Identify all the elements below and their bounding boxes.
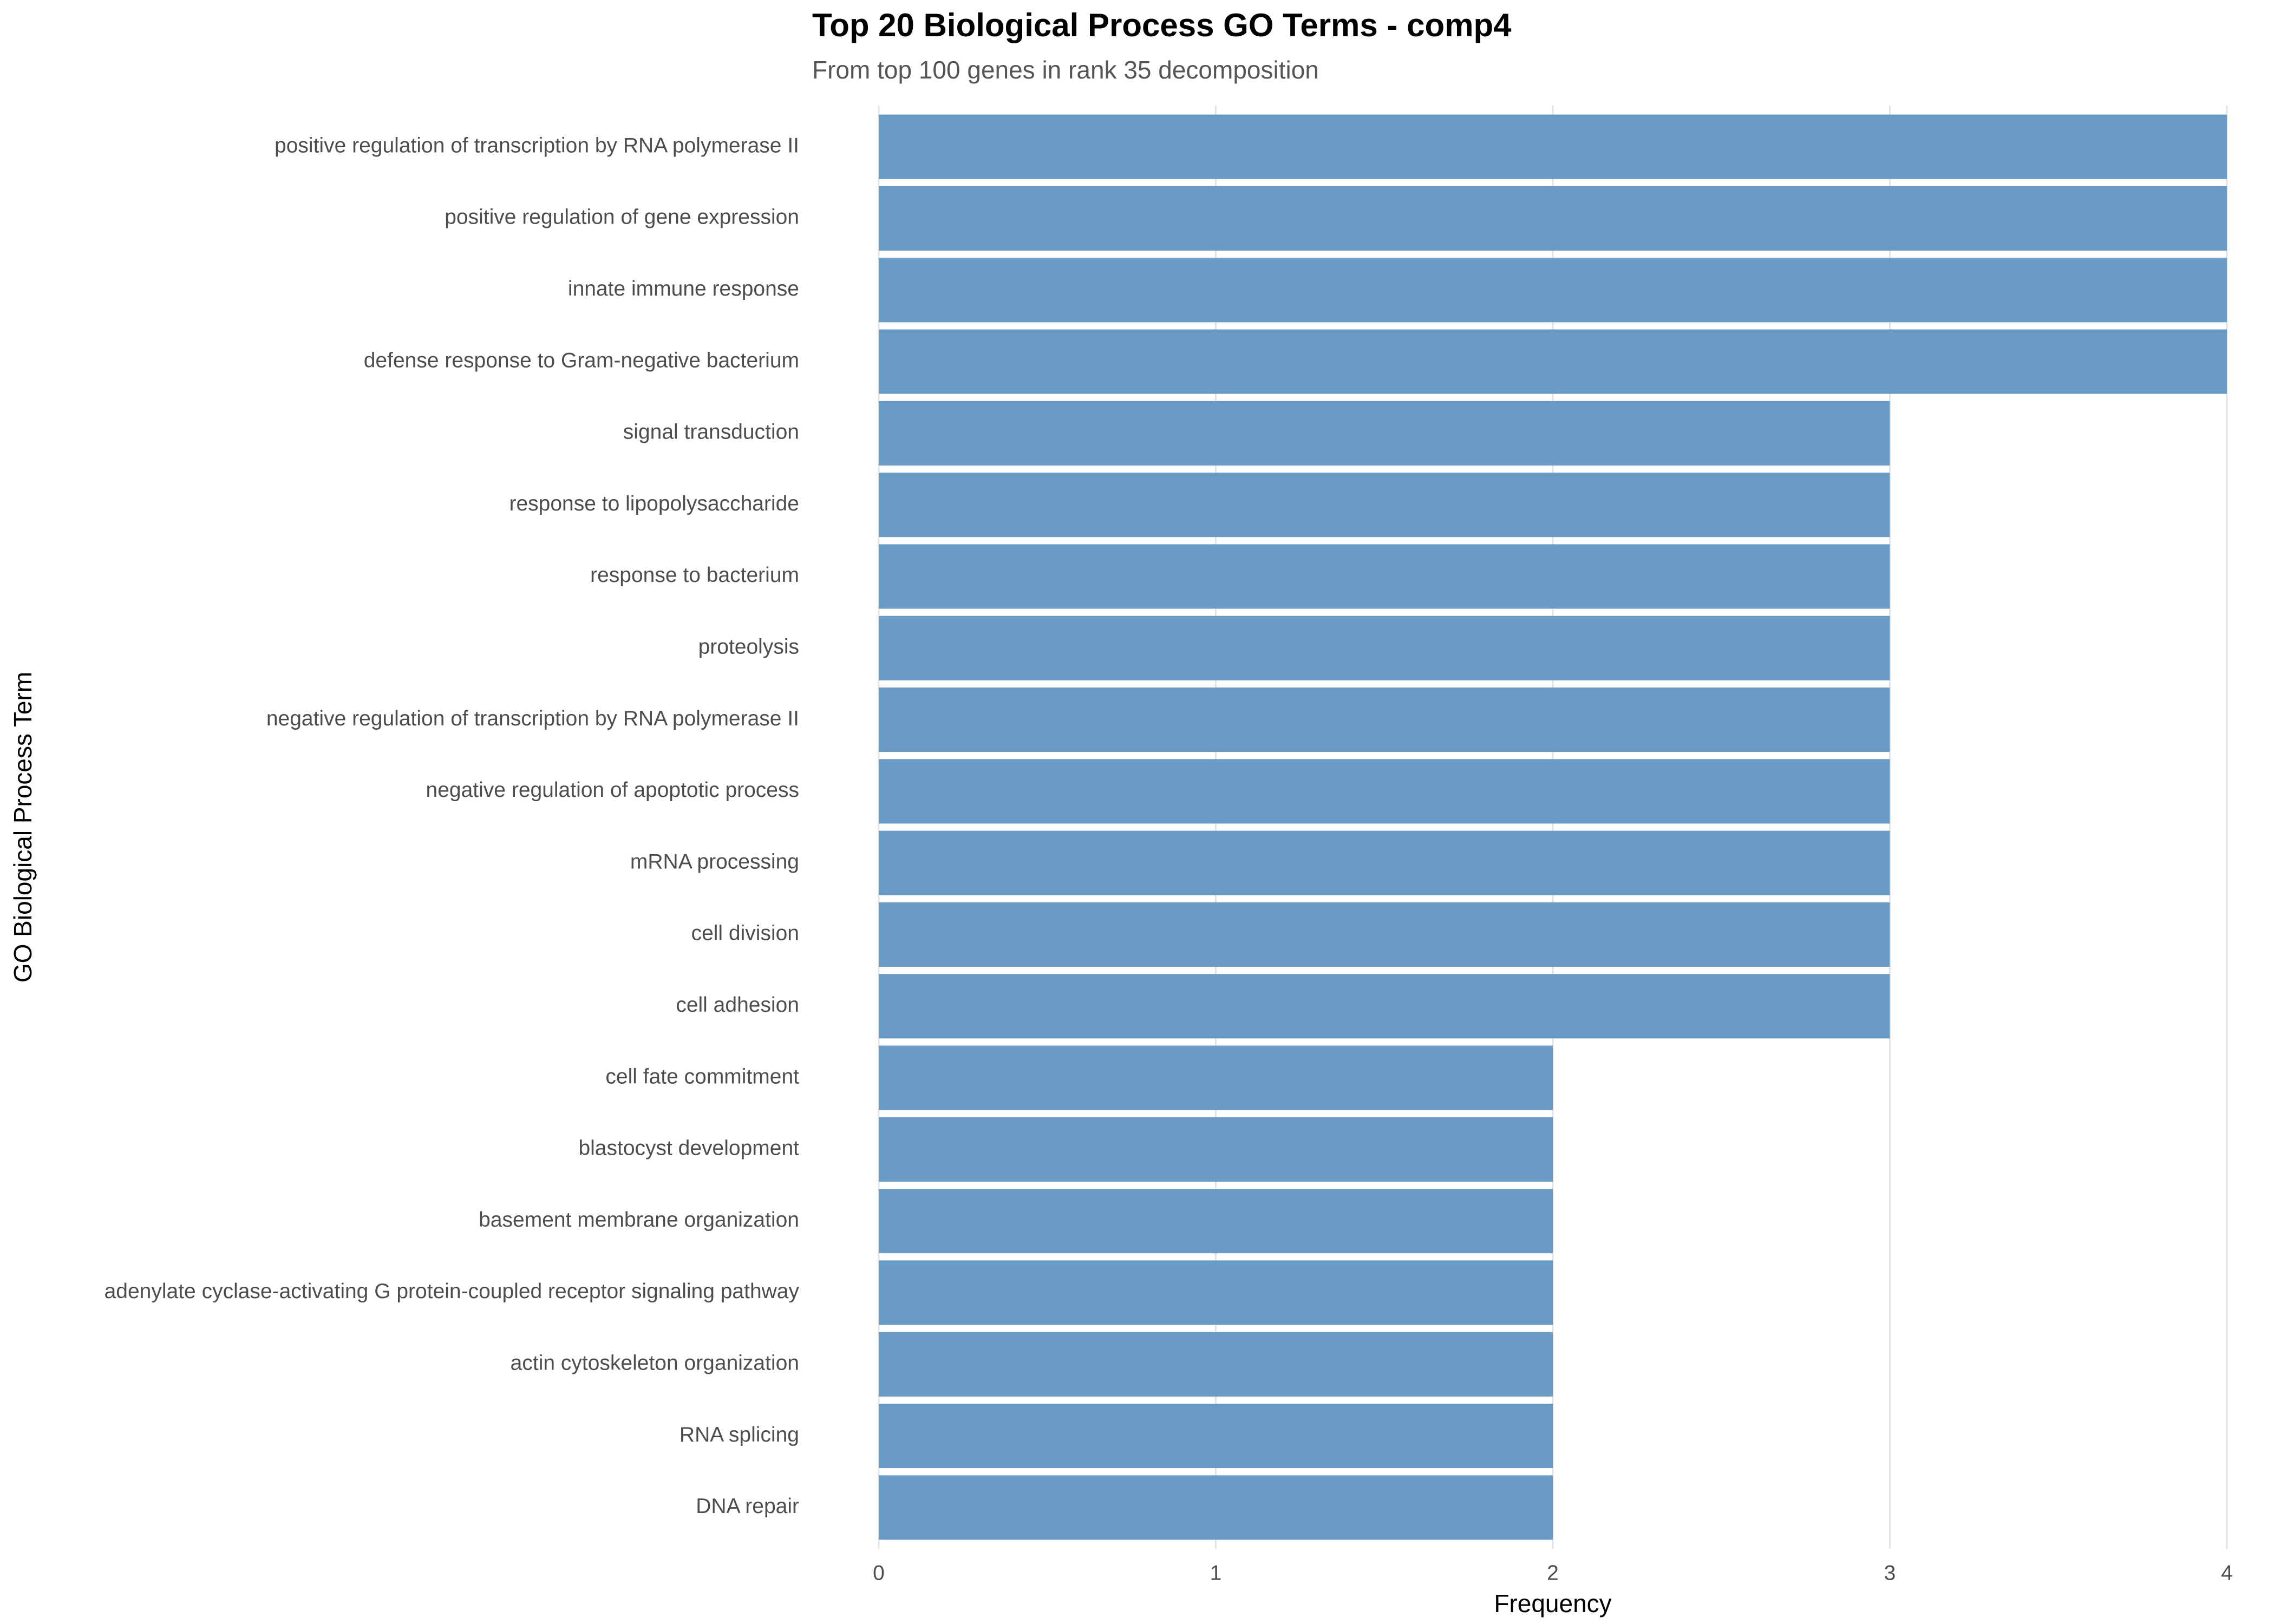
bar <box>879 114 2227 179</box>
bar <box>879 401 1890 466</box>
y-tick-label: innate immune response <box>568 277 799 300</box>
bar <box>879 974 1890 1039</box>
y-tick-label: blastocyst development <box>578 1137 799 1160</box>
y-tick-label: cell adhesion <box>676 993 799 1017</box>
bar <box>879 1404 1553 1469</box>
bar <box>879 473 1890 538</box>
bar <box>879 1475 1553 1540</box>
y-tick-label: negative regulation of transcription by … <box>266 707 799 730</box>
y-tick-label: cell division <box>691 922 799 945</box>
bar <box>879 759 1890 824</box>
bar <box>879 1189 1553 1254</box>
y-tick-label: mRNA processing <box>630 850 799 873</box>
bar <box>879 902 1890 967</box>
bar <box>879 1332 1553 1397</box>
bar <box>879 258 2227 323</box>
bar <box>879 1045 1553 1110</box>
bar <box>879 186 2227 251</box>
y-tick-label: basement membrane organization <box>479 1208 799 1232</box>
x-tick-label: 1 <box>1210 1561 1222 1584</box>
y-tick-label: negative regulation of apoptotic process <box>426 778 799 802</box>
x-tick-label: 3 <box>1884 1561 1896 1584</box>
y-tick-label: RNA splicing <box>679 1423 799 1446</box>
chart-subtitle: From top 100 genes in rank 35 decomposit… <box>812 56 1319 84</box>
y-tick-label: positive regulation of transcription by … <box>275 134 799 157</box>
y-tick-label: actin cytoskeleton organization <box>511 1352 799 1375</box>
x-tick-label: 0 <box>873 1561 885 1584</box>
y-tick-label: DNA repair <box>696 1495 799 1518</box>
x-axis-title: Frequency <box>1494 1589 1611 1618</box>
x-tick-label: 4 <box>2221 1561 2233 1584</box>
bar <box>879 1117 1553 1182</box>
y-axis-title: GO Biological Process Term <box>9 672 37 983</box>
y-tick-label: cell fate commitment <box>605 1065 799 1088</box>
bar <box>879 830 1890 895</box>
bar <box>879 544 1890 609</box>
y-tick-label: defense response to Gram-negative bacter… <box>364 349 799 372</box>
bar <box>879 615 1890 680</box>
y-tick-label: signal transduction <box>623 421 799 444</box>
y-tick-label: proteolysis <box>698 636 799 659</box>
chart-title: Top 20 Biological Process GO Terms - com… <box>812 7 1512 43</box>
x-tick-label: 2 <box>1547 1561 1559 1584</box>
y-tick-label: adenylate cyclase-activating G protein-c… <box>104 1280 800 1303</box>
y-tick-label: response to bacterium <box>590 564 799 587</box>
bar <box>879 687 1890 752</box>
bar <box>879 329 2227 394</box>
y-tick-label: response to lipopolysaccharide <box>509 492 800 515</box>
bar <box>879 1260 1553 1325</box>
y-tick-label: positive regulation of gene expression <box>445 206 799 229</box>
